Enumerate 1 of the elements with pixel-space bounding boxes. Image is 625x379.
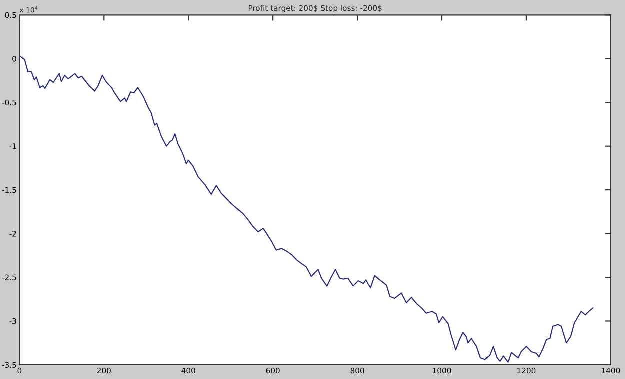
line-series bbox=[20, 56, 594, 363]
